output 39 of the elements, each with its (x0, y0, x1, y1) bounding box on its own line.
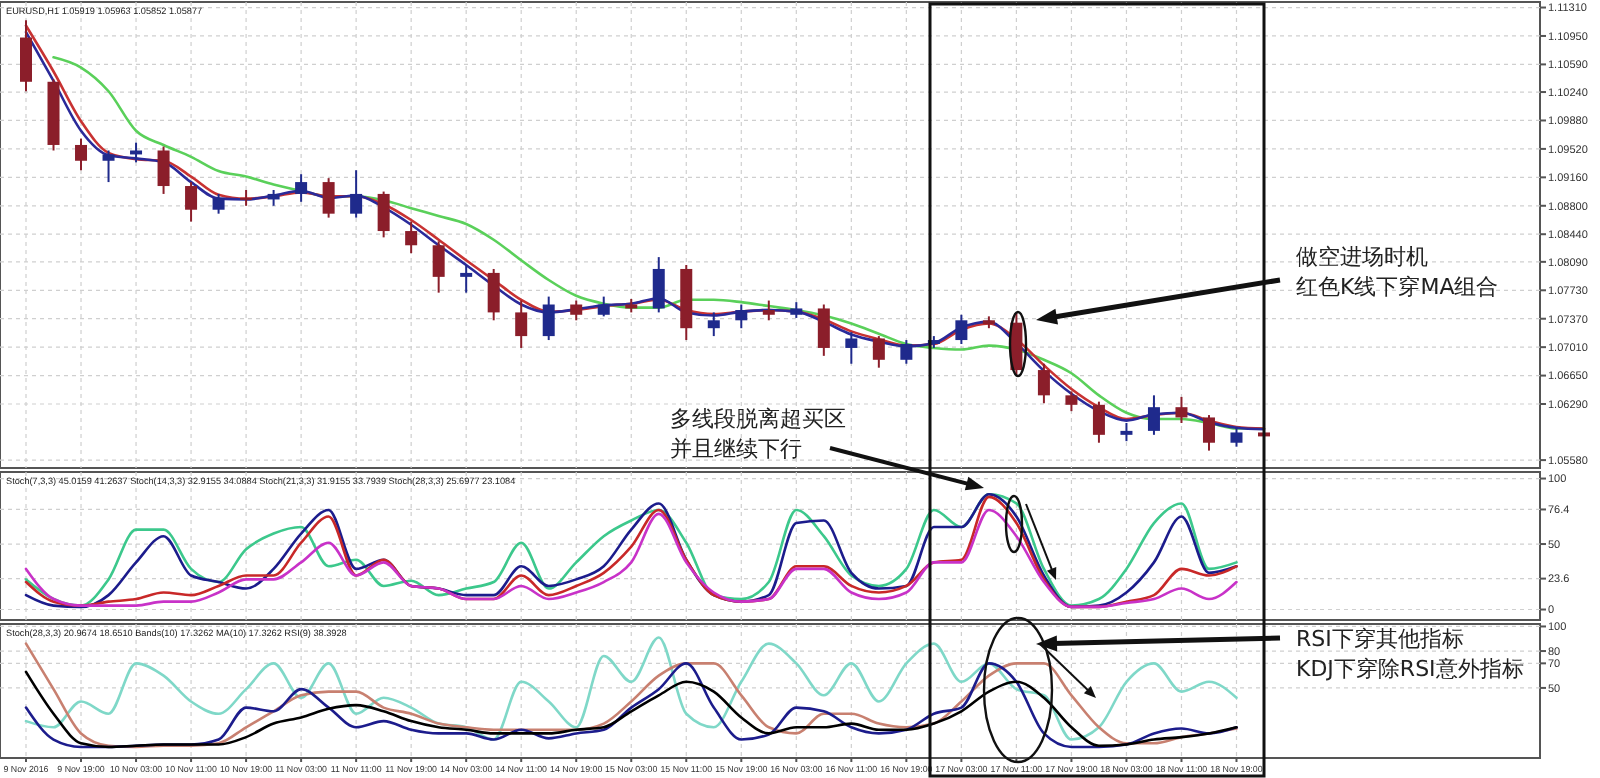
candlestick (1120, 421, 1133, 443)
candlestick (707, 311, 720, 338)
candlestick (130, 141, 143, 164)
candlestick (185, 181, 198, 223)
annotation: 多线段脱离超买区并且继续下行 (670, 406, 846, 462)
candlestick (1065, 390, 1078, 413)
candlestick (75, 137, 88, 172)
candlestick (735, 303, 748, 330)
candlestick (515, 299, 528, 349)
candlestick (350, 169, 363, 219)
candlestick (322, 177, 335, 219)
candlestick (102, 149, 115, 184)
candlestick (212, 192, 225, 215)
candlestick (597, 295, 610, 318)
candlestick (1175, 395, 1188, 424)
candlestick (295, 173, 308, 203)
candlestick (652, 256, 665, 314)
text: 做空进场时机红色K线下穿MA组合 (1296, 244, 1499, 300)
candlestick (1037, 362, 1050, 405)
candlestick (487, 267, 500, 322)
candlestick (570, 299, 583, 322)
candlestick (20, 19, 32, 93)
candlestick (817, 303, 830, 357)
candlestick (872, 335, 885, 369)
candlestick (405, 220, 418, 255)
candlestick (460, 264, 473, 294)
candlestick (1202, 414, 1215, 452)
candlestick (900, 339, 913, 365)
candlestick (432, 240, 445, 294)
candlestick (762, 299, 775, 322)
candlestick (377, 190, 390, 239)
candlestick (157, 145, 170, 195)
text: RSI下穿其他指标KDJ下穿除RSI意外指标 (1296, 626, 1524, 682)
candlestick (542, 295, 555, 342)
candlestick (1147, 394, 1160, 436)
candlestick (845, 331, 858, 365)
candlestick (1092, 400, 1105, 444)
candlestick (1230, 425, 1243, 448)
candlestick (955, 313, 968, 345)
